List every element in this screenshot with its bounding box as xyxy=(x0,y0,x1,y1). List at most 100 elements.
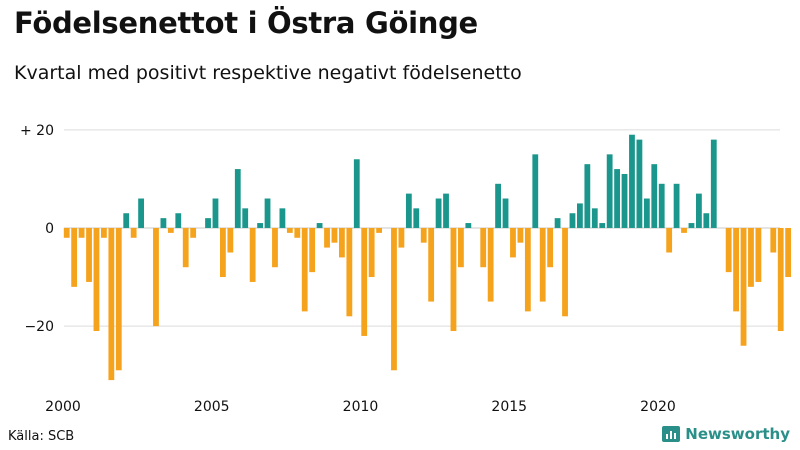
bar xyxy=(86,227,92,282)
bar xyxy=(599,223,606,228)
bar xyxy=(368,227,375,278)
x-tick-label: 2015 xyxy=(491,399,527,415)
bar xyxy=(63,227,70,238)
bar xyxy=(725,227,732,273)
bar xyxy=(264,198,271,228)
bar xyxy=(279,208,286,228)
source-note: Källa: SCB xyxy=(8,429,75,444)
bar xyxy=(465,223,472,228)
bar xyxy=(524,227,531,312)
bar xyxy=(577,203,583,228)
bar xyxy=(353,159,360,228)
bar xyxy=(153,227,159,327)
bar xyxy=(234,169,241,228)
x-tick-label: 2020 xyxy=(640,399,676,415)
bar xyxy=(324,227,330,248)
bar xyxy=(584,164,591,228)
bar xyxy=(733,227,739,312)
bar xyxy=(517,227,524,243)
bar xyxy=(629,134,635,228)
bar xyxy=(703,213,710,228)
x-tick-label: 2005 xyxy=(194,399,230,415)
bar xyxy=(78,227,85,238)
bar xyxy=(651,164,658,228)
bar xyxy=(294,227,301,238)
x-tick-label: 2000 xyxy=(45,399,81,415)
bar xyxy=(420,227,427,243)
bar xyxy=(591,208,598,228)
bar xyxy=(666,227,673,253)
bar xyxy=(532,154,539,228)
bar xyxy=(71,227,78,287)
bar xyxy=(167,227,174,233)
bar xyxy=(130,227,137,238)
bar xyxy=(740,227,747,346)
bar xyxy=(539,227,546,302)
bar xyxy=(643,198,650,228)
bar xyxy=(376,227,382,233)
bar xyxy=(696,193,702,228)
bar xyxy=(681,227,687,233)
bar xyxy=(428,227,435,302)
y-tick-label: + 20 xyxy=(20,123,54,139)
bar xyxy=(621,173,628,228)
bar xyxy=(569,213,576,228)
bar xyxy=(510,227,516,258)
bar xyxy=(413,208,420,228)
bar xyxy=(257,223,263,228)
bar xyxy=(316,223,323,228)
bar xyxy=(242,208,249,228)
bar xyxy=(673,183,680,228)
bar xyxy=(346,227,353,317)
bar xyxy=(495,183,501,228)
bar-chart-icon xyxy=(662,426,681,442)
y-tick-label: 0 xyxy=(45,221,54,237)
bar xyxy=(562,227,568,317)
bar xyxy=(748,227,754,287)
bar xyxy=(138,198,144,228)
bar xyxy=(606,154,613,228)
bar xyxy=(101,227,107,238)
bar xyxy=(175,213,182,228)
bar xyxy=(554,218,561,228)
brand-name: Newsworthy xyxy=(685,425,790,443)
bar xyxy=(108,227,115,381)
bar xyxy=(249,227,256,282)
bar xyxy=(331,227,338,243)
bar xyxy=(435,198,442,228)
bar xyxy=(777,227,784,332)
bar xyxy=(205,218,211,228)
bar xyxy=(458,227,464,268)
x-tick-label: 2010 xyxy=(343,399,379,415)
bar xyxy=(160,218,167,228)
bar xyxy=(339,227,345,258)
chart-title: Födelsenettot i Östra Göinge xyxy=(14,6,478,40)
y-tick-label: −20 xyxy=(24,319,54,335)
bar xyxy=(398,227,405,248)
bar xyxy=(286,227,293,233)
bar xyxy=(309,227,316,273)
brand-logo[interactable]: Newsworthy xyxy=(662,425,790,443)
bar xyxy=(190,227,197,238)
bar xyxy=(182,227,189,268)
bar xyxy=(93,227,100,332)
chart-subtitle: Kvartal med positivt respektive negativt… xyxy=(14,62,522,84)
bar xyxy=(688,223,695,228)
bar xyxy=(547,227,554,268)
bar xyxy=(785,227,792,278)
bar xyxy=(710,139,717,228)
bar xyxy=(391,227,397,371)
bar xyxy=(405,193,412,228)
bar xyxy=(123,213,130,228)
bar xyxy=(220,227,226,278)
bar xyxy=(212,198,219,228)
bar xyxy=(301,227,308,312)
bar xyxy=(450,227,457,332)
bar xyxy=(755,227,762,282)
bar xyxy=(361,227,368,336)
bar xyxy=(636,139,643,228)
bar xyxy=(443,193,449,228)
bar xyxy=(480,227,487,268)
bar xyxy=(487,227,494,302)
bar xyxy=(502,198,509,228)
